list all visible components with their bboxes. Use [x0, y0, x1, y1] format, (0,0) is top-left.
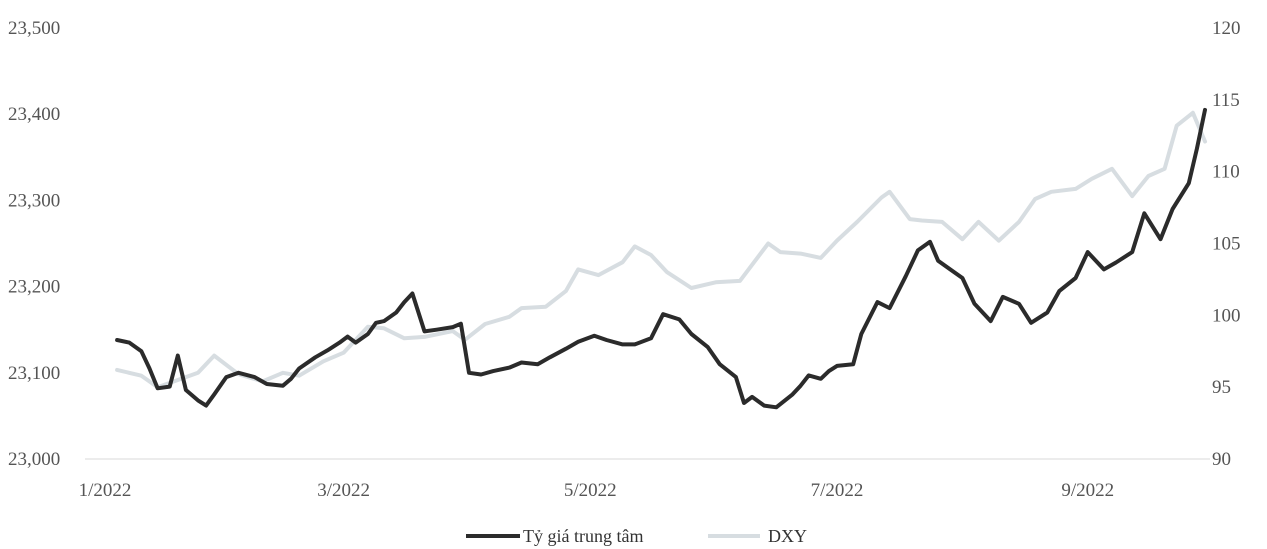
- x-tick-label: 9/2022: [1061, 480, 1114, 501]
- x-tick-label: 5/2022: [564, 480, 617, 501]
- y-left-tick-label: 23,000: [8, 449, 60, 470]
- legend-label-exchange-rate: Tỷ giá trung tâm: [523, 526, 643, 546]
- y-right-tick-label: 105: [1212, 234, 1241, 255]
- y-left-tick-label: 23,100: [8, 363, 60, 384]
- exchange-rate-line: [115, 107, 1207, 410]
- y-right-tick-label: 100: [1212, 305, 1241, 326]
- dxy-line: [115, 110, 1207, 390]
- legend-label-dxy: DXY: [768, 526, 807, 546]
- y-left-tick-label: 23,300: [8, 190, 60, 211]
- x-tick-label: 1/2022: [79, 480, 132, 501]
- y-right-tick-label: 120: [1212, 18, 1241, 39]
- legend: Tỷ giá trung tâm DXY: [466, 526, 807, 546]
- axes: 23,000 23,100 23,200 23,300 23,400 23,500 90 95…: [8, 18, 1241, 501]
- y-right-tick-label: 115: [1212, 90, 1240, 111]
- exchange-rate-series: [115, 107, 1207, 410]
- y-right-tick-label: 90: [1212, 449, 1231, 470]
- y-left-tick-label: 23,500: [8, 18, 60, 39]
- y-left-tick-label: 23,400: [8, 104, 60, 125]
- y-right-tick-label: 95: [1212, 377, 1231, 398]
- y-right-tick-label: 110: [1212, 162, 1240, 183]
- x-tick-label: 3/2022: [317, 480, 370, 501]
- x-tick-label: 7/2022: [811, 480, 864, 501]
- y-left-tick-label: 23,200: [8, 277, 60, 298]
- dxy-series: [115, 110, 1207, 390]
